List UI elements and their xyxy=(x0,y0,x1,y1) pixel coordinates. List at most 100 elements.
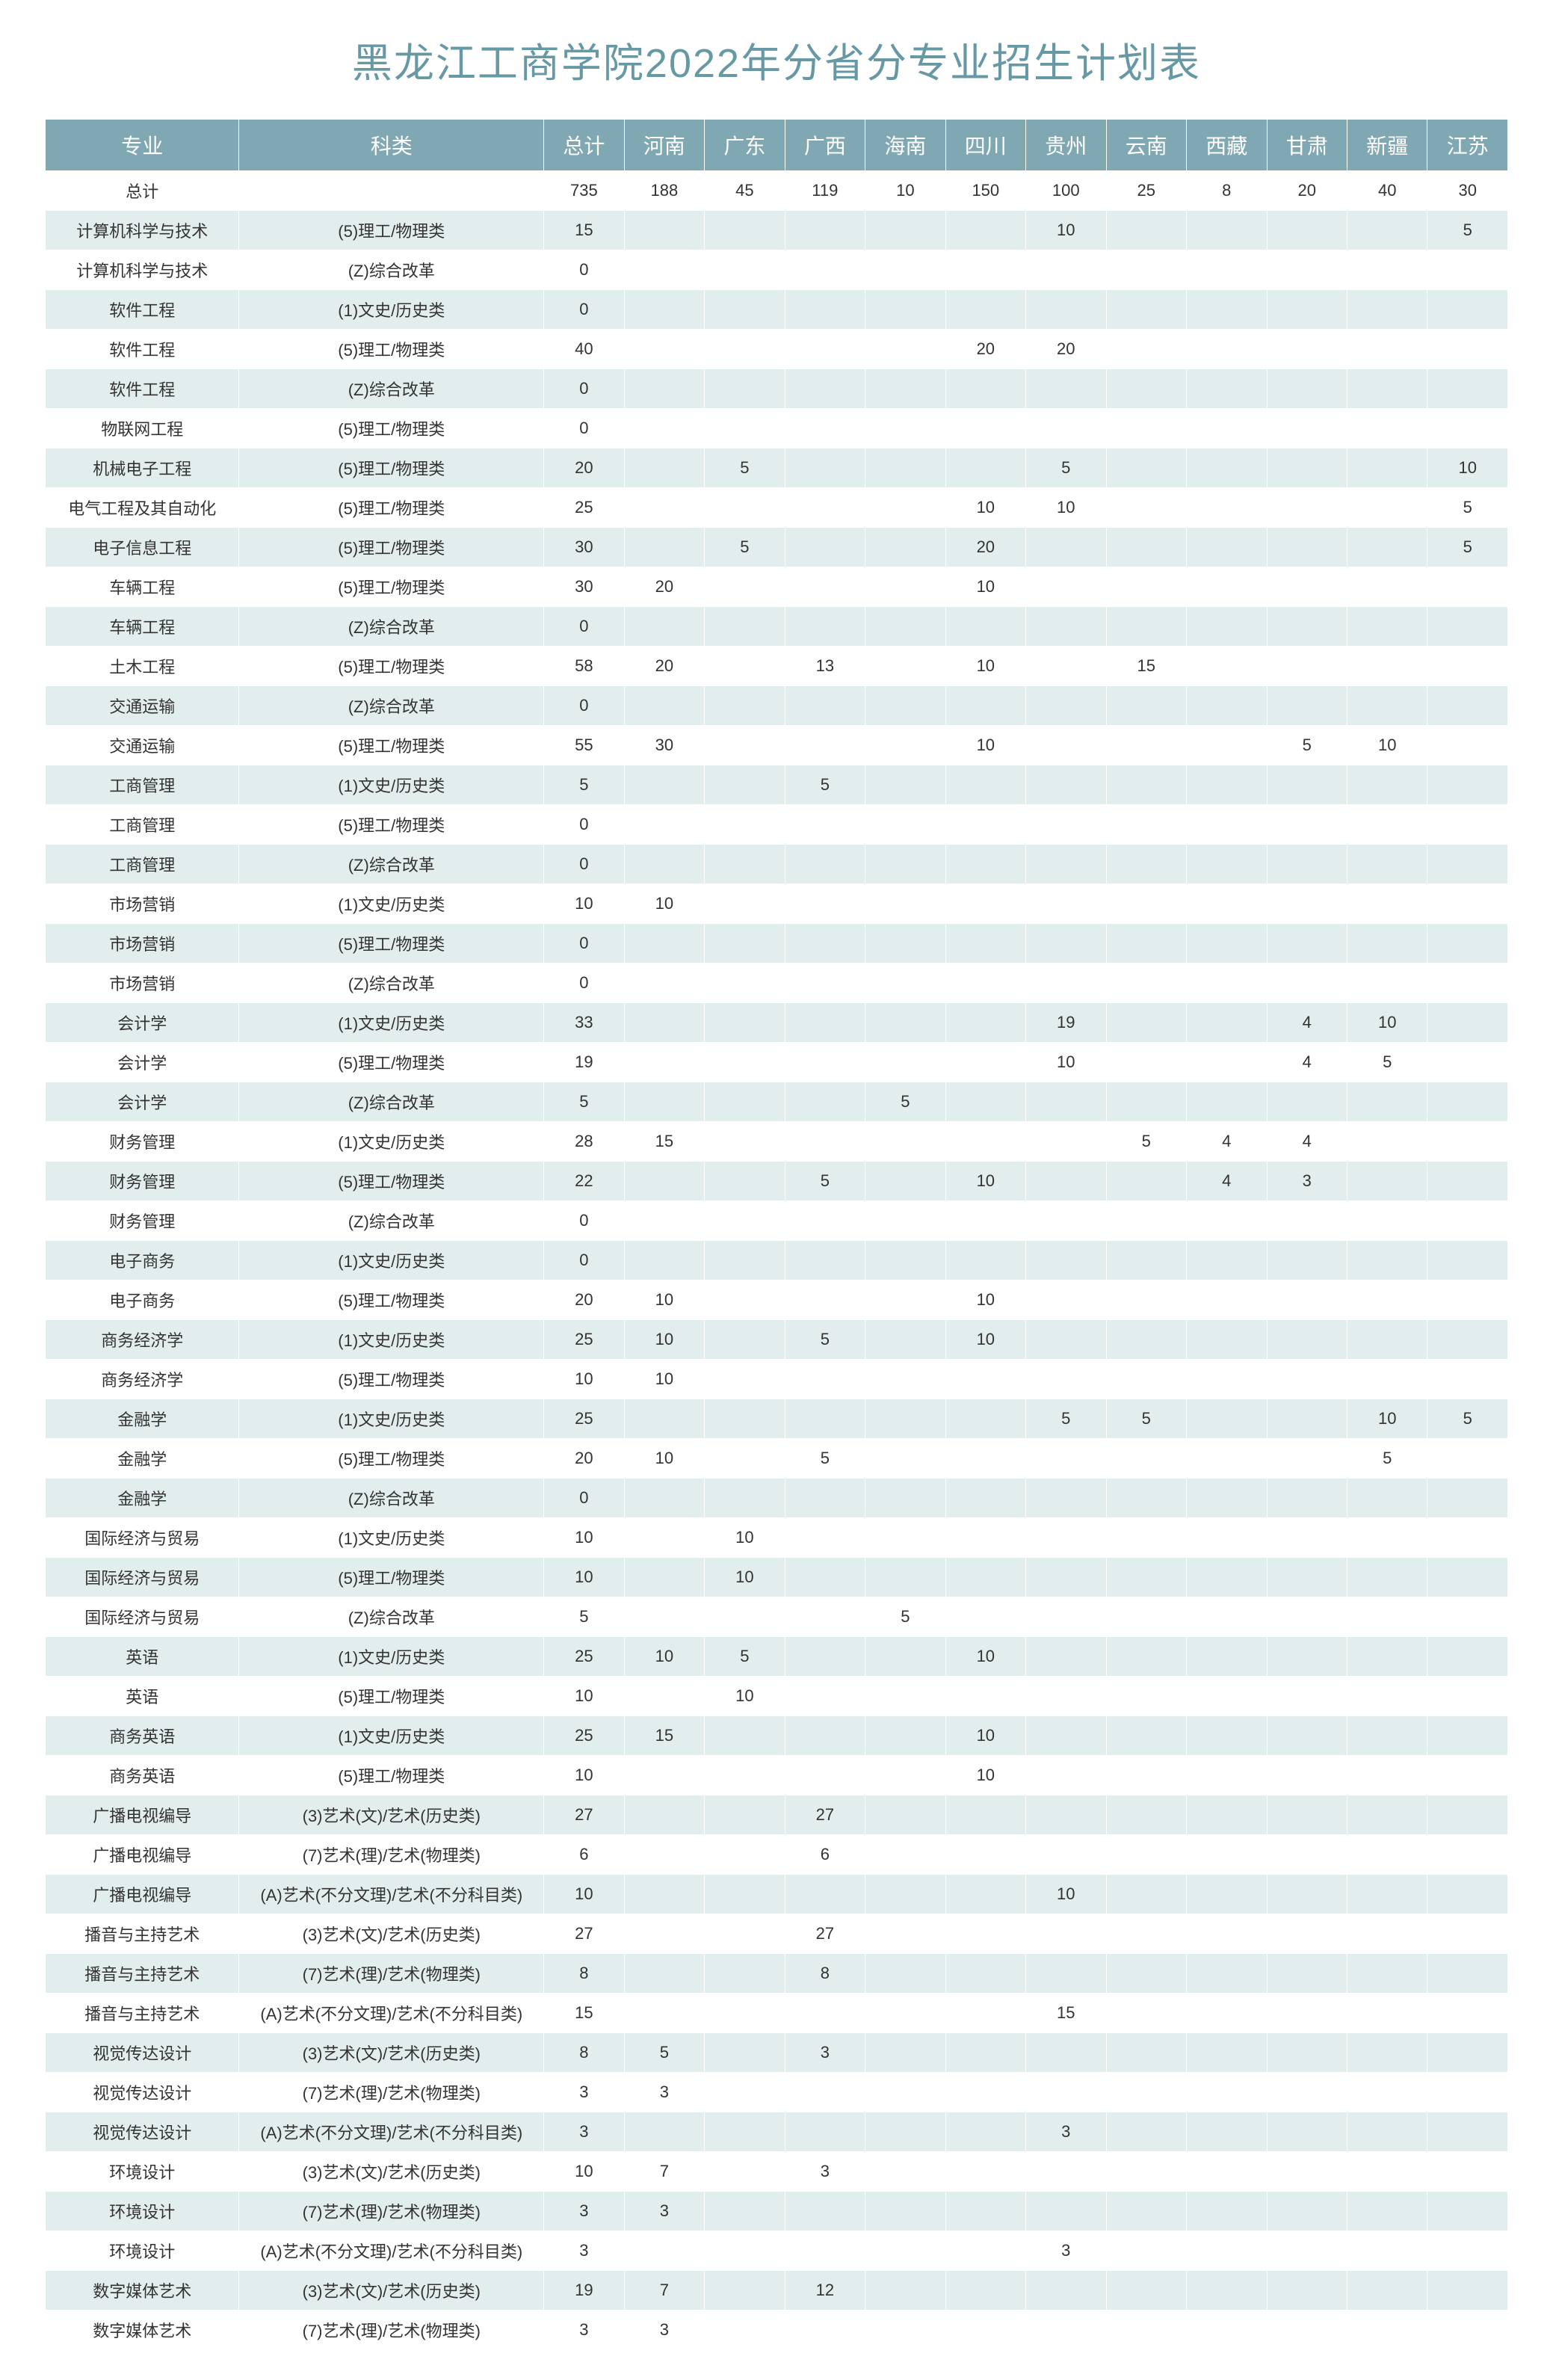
value-cell: 5 xyxy=(865,1082,945,1122)
major-cell: 广播电视编导 xyxy=(46,1835,239,1875)
value-cell xyxy=(945,805,1025,845)
value-cell xyxy=(1026,1716,1106,1756)
value-cell xyxy=(705,369,785,409)
value-cell xyxy=(865,1518,945,1558)
value-cell: 5 xyxy=(785,1320,865,1360)
value-cell: 20 xyxy=(945,330,1025,369)
major-cell: 环境设计 xyxy=(46,2192,239,2231)
value-cell xyxy=(945,1043,1025,1082)
value-cell xyxy=(1187,1241,1267,1280)
value-cell xyxy=(624,1241,704,1280)
value-cell xyxy=(624,448,704,488)
table-row: 机械电子工程(5)理工/物理类205510 xyxy=(46,448,1508,488)
table-row: 播音与主持艺术(3)艺术(文)/艺术(历史类)2727 xyxy=(46,1914,1508,1954)
value-cell: 40 xyxy=(544,330,624,369)
column-header: 云南 xyxy=(1106,120,1186,171)
value-cell xyxy=(705,1320,785,1360)
value-cell: 10 xyxy=(945,1637,1025,1677)
value-cell xyxy=(1347,409,1427,448)
value-cell xyxy=(1026,1954,1106,1994)
value-cell xyxy=(1026,290,1106,330)
major-cell: 交通运输 xyxy=(46,726,239,765)
value-cell xyxy=(705,1399,785,1439)
value-cell xyxy=(865,607,945,647)
value-cell xyxy=(1267,448,1347,488)
category-cell: (5)理工/物理类 xyxy=(239,805,544,845)
value-cell xyxy=(1026,1320,1106,1360)
value-cell xyxy=(865,1994,945,2033)
value-cell: 10 xyxy=(945,1162,1025,1201)
value-cell: 3 xyxy=(544,2073,624,2112)
value-cell xyxy=(705,726,785,765)
value-cell xyxy=(945,2033,1025,2073)
value-cell xyxy=(1267,1637,1347,1677)
value-cell: 3 xyxy=(1026,2231,1106,2271)
category-cell: (3)艺术(文)/艺术(历史类) xyxy=(239,2033,544,2073)
value-cell xyxy=(785,330,865,369)
value-cell: 10 xyxy=(705,1518,785,1558)
value-cell xyxy=(785,2192,865,2231)
value-cell xyxy=(1187,1954,1267,1994)
value-cell: 3 xyxy=(624,2310,704,2350)
value-cell xyxy=(705,330,785,369)
value-cell xyxy=(945,290,1025,330)
value-cell: 10 xyxy=(1347,1003,1427,1043)
category-cell: (Z)综合改革 xyxy=(239,1479,544,1518)
value-cell xyxy=(1347,1954,1427,1994)
value-cell xyxy=(1267,1795,1347,1835)
value-cell xyxy=(1187,1795,1267,1835)
category-cell: (5)理工/物理类 xyxy=(239,924,544,964)
value-cell: 0 xyxy=(544,369,624,409)
value-cell xyxy=(1427,1479,1508,1518)
value-cell xyxy=(785,1122,865,1162)
value-cell xyxy=(1106,1003,1186,1043)
value-cell: 5 xyxy=(705,528,785,567)
value-cell xyxy=(705,1795,785,1835)
value-cell: 15 xyxy=(624,1122,704,1162)
value-cell xyxy=(1106,290,1186,330)
column-header: 河南 xyxy=(624,120,704,171)
value-cell xyxy=(865,2310,945,2350)
value-cell xyxy=(1106,2152,1186,2192)
value-cell: 5 xyxy=(785,1439,865,1479)
value-cell xyxy=(1267,290,1347,330)
value-cell xyxy=(1267,2271,1347,2310)
table-header-row: 专业科类总计河南广东广西海南四川贵州云南西藏甘肃新疆江苏 xyxy=(46,120,1508,171)
value-cell xyxy=(785,2231,865,2271)
value-cell xyxy=(624,2231,704,2271)
value-cell xyxy=(1106,1201,1186,1241)
value-cell xyxy=(1267,1479,1347,1518)
value-cell: 3 xyxy=(624,2192,704,2231)
value-cell: 7 xyxy=(624,2271,704,2310)
value-cell xyxy=(945,1914,1025,1954)
major-cell: 会计学 xyxy=(46,1082,239,1122)
value-cell: 5 xyxy=(1026,448,1106,488)
value-cell xyxy=(1106,2033,1186,2073)
table-row: 环境设计(A)艺术(不分文理)/艺术(不分科目类)33 xyxy=(46,2231,1508,2271)
value-cell xyxy=(624,1518,704,1558)
value-cell xyxy=(865,884,945,924)
table-row: 环境设计(3)艺术(文)/艺术(历史类)1073 xyxy=(46,2152,1508,2192)
value-cell xyxy=(624,290,704,330)
major-cell: 车辆工程 xyxy=(46,567,239,607)
value-cell: 20 xyxy=(624,567,704,607)
value-cell: 15 xyxy=(544,1994,624,2033)
value-cell xyxy=(1347,448,1427,488)
value-cell: 3 xyxy=(544,2192,624,2231)
value-cell xyxy=(1267,528,1347,567)
value-cell: 25 xyxy=(544,1399,624,1439)
value-cell xyxy=(1187,1003,1267,1043)
value-cell: 10 xyxy=(945,1280,1025,1320)
category-cell: (Z)综合改革 xyxy=(239,964,544,1003)
value-cell xyxy=(1106,1162,1186,1201)
value-cell: 30 xyxy=(624,726,704,765)
value-cell: 0 xyxy=(544,290,624,330)
value-cell xyxy=(945,924,1025,964)
value-cell xyxy=(945,1835,1025,1875)
value-cell xyxy=(1347,1360,1427,1399)
value-cell xyxy=(1427,845,1508,884)
column-header: 贵州 xyxy=(1026,120,1106,171)
value-cell xyxy=(1026,528,1106,567)
value-cell xyxy=(624,1835,704,1875)
value-cell xyxy=(1347,1201,1427,1241)
